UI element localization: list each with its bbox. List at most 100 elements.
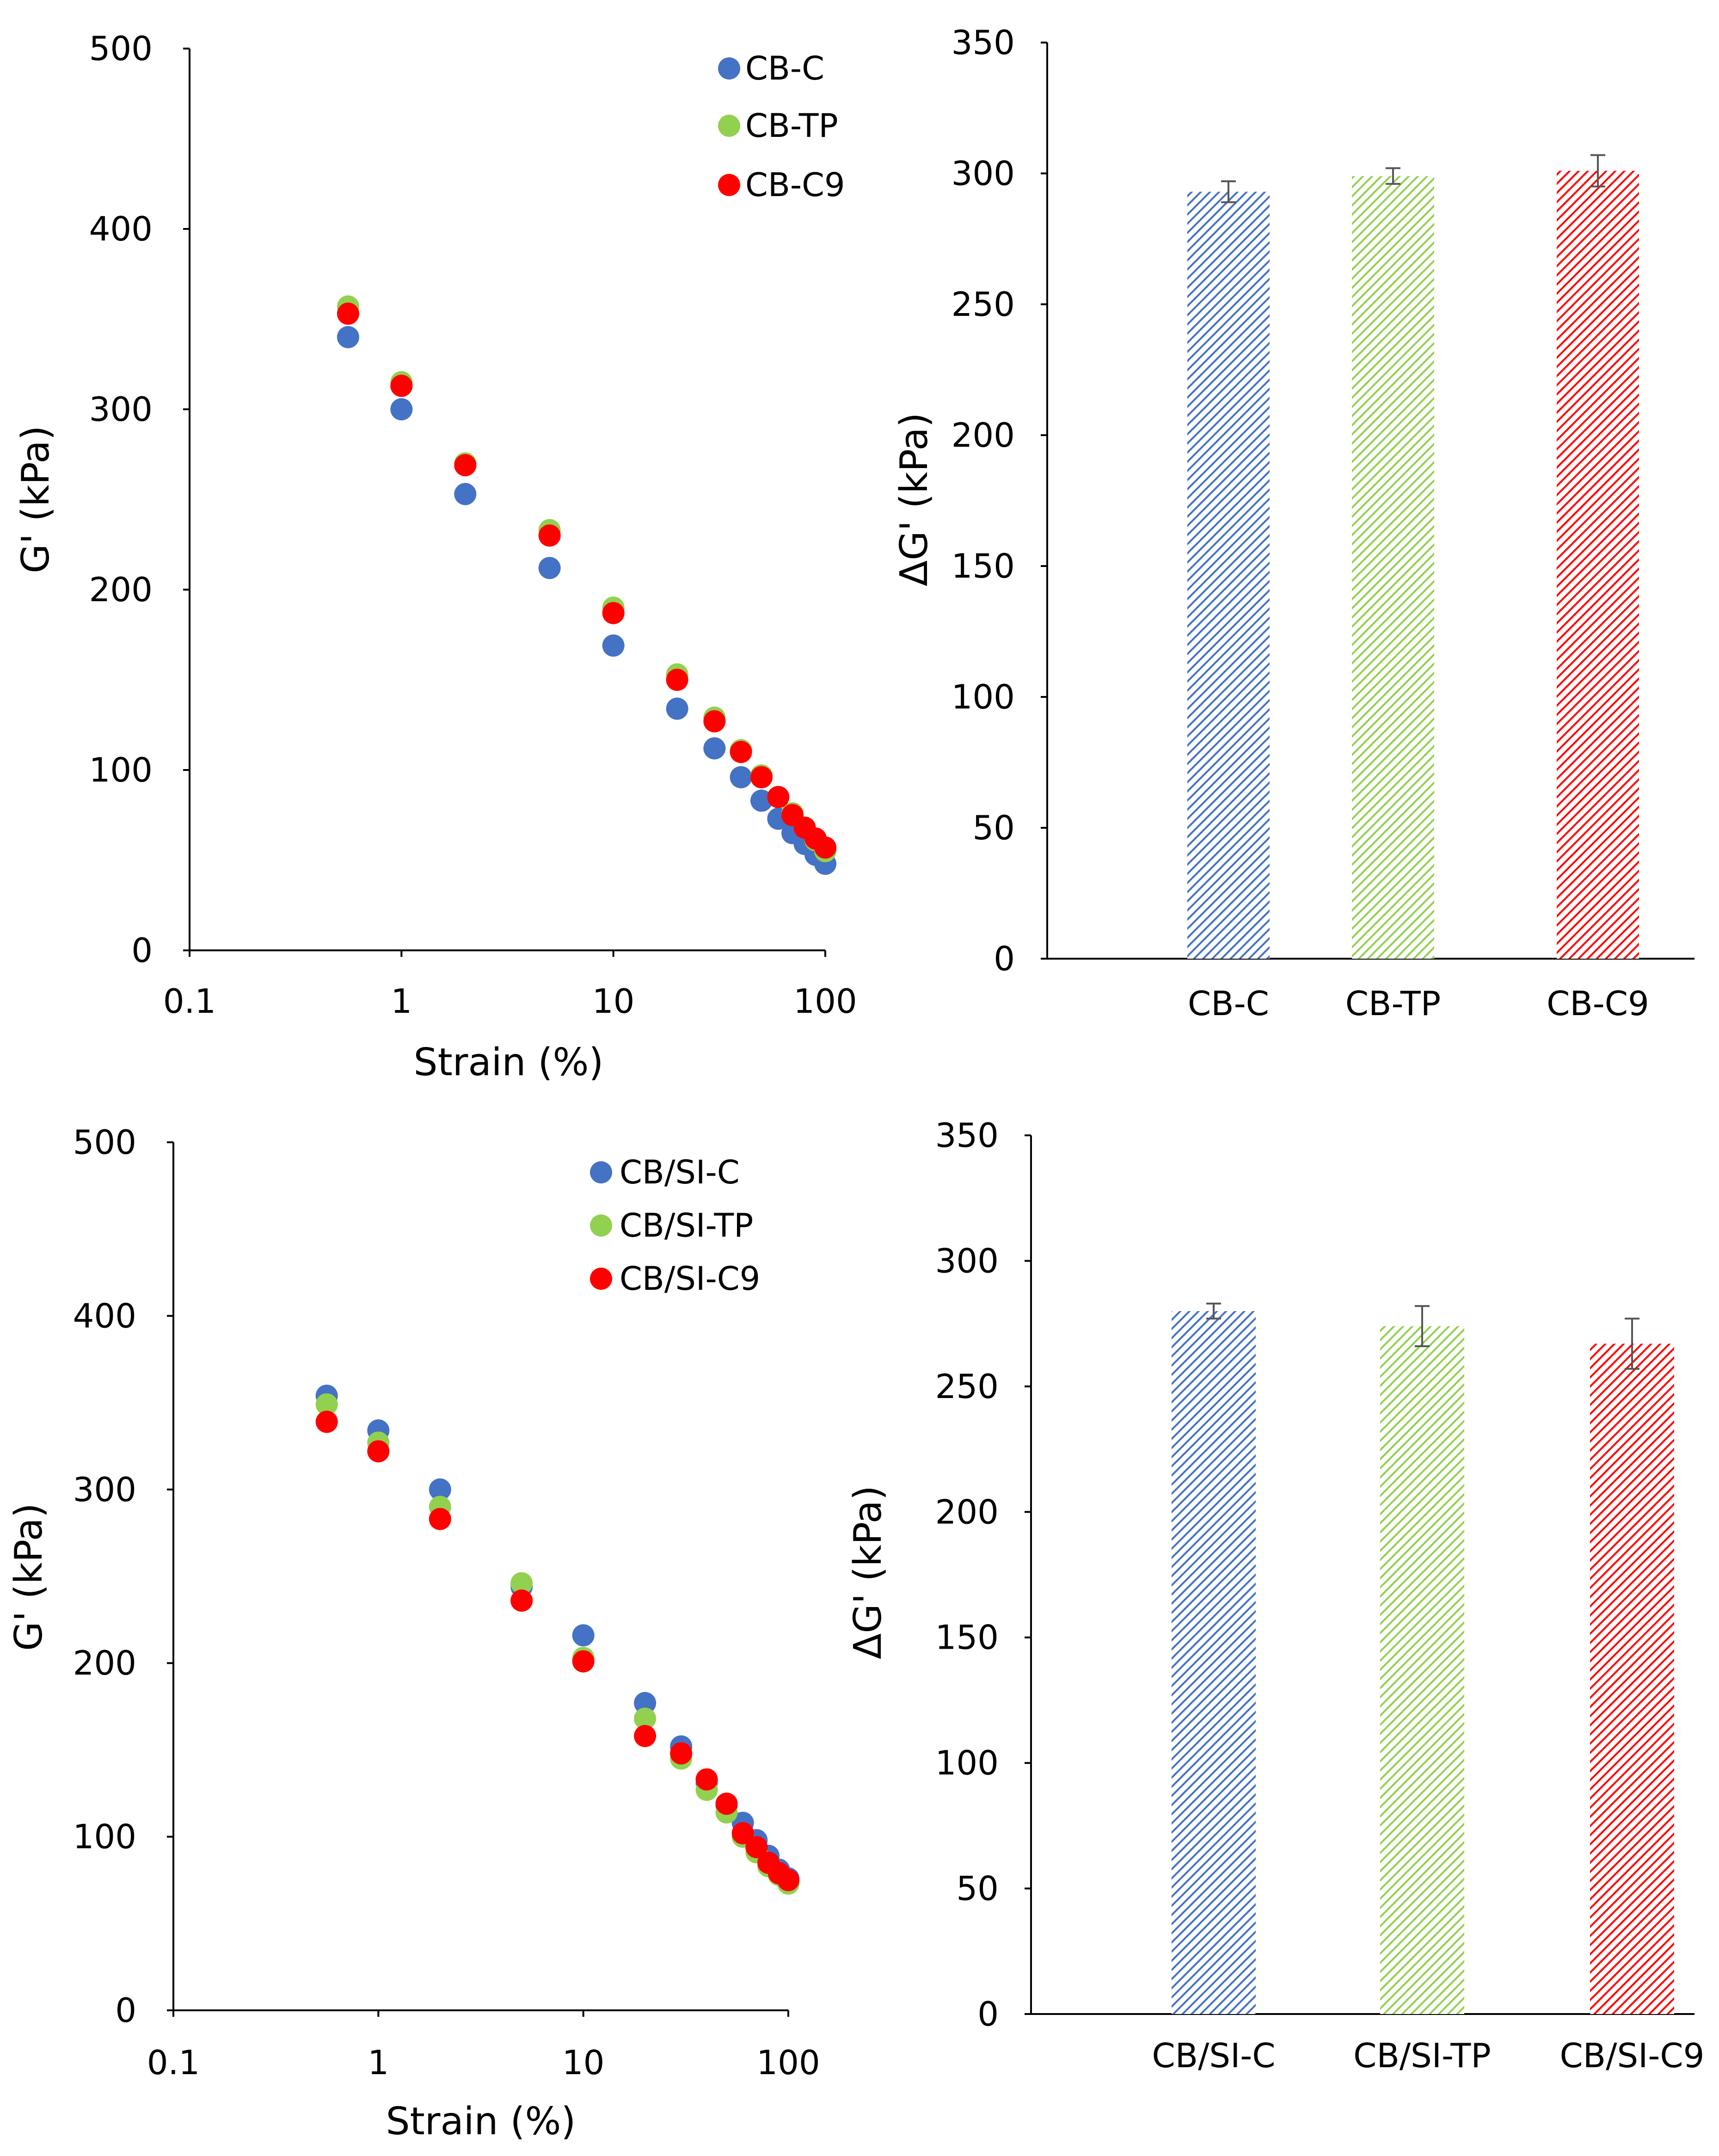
data-point-c [750, 789, 773, 812]
data-point-c [429, 1478, 451, 1501]
bar-c [1187, 191, 1270, 959]
data-point-c [602, 634, 625, 657]
data-point-c9 [390, 375, 413, 397]
scatter-panel-cb: 0 100 200 300 400 500 0.1 1 10 100 Strain (%) G' … [14, 29, 857, 1084]
data-point-c9 [777, 1869, 799, 1891]
data-point-c [390, 398, 413, 420]
y-tick-label: 250 [935, 1367, 999, 1406]
y-tick-label: 200 [935, 1492, 999, 1531]
x-tick-label: 0.1 [147, 2043, 200, 2082]
data-point-c9 [510, 1589, 533, 1612]
data-point-tp [510, 1572, 533, 1595]
data-point-c9 [730, 741, 752, 763]
category-label: CB-TP [1345, 984, 1441, 1023]
y-tick-label: 200 [89, 570, 153, 609]
legend-label: CB-TP [745, 107, 838, 145]
legend-label: CB/SI-TP [620, 1207, 753, 1244]
category-label: CB/SI-C9 [1560, 2036, 1705, 2075]
y-tick-label: 100 [89, 751, 153, 789]
y-tick-label: 0 [115, 1991, 136, 2030]
y-tick-label: 50 [972, 808, 1015, 847]
legend-marker-c [590, 1161, 612, 1183]
scatter-points [337, 295, 836, 875]
x-axis-title: Strain (%) [414, 1041, 604, 1084]
y-tick-label: 500 [73, 1123, 136, 1162]
data-point-c9 [731, 1822, 754, 1845]
bars [1187, 154, 1639, 959]
category-label: CB/SI-C [1152, 2036, 1275, 2075]
x-axis-title: Strain (%) [386, 2100, 576, 2144]
y-tick-label: 100 [952, 678, 1015, 716]
y-tick-label: 150 [935, 1618, 999, 1657]
data-point-c9 [634, 1725, 657, 1747]
x-tick-label: 1 [368, 2043, 389, 2082]
y-tick-label: 50 [956, 1869, 999, 1908]
y-tick-label: 300 [952, 154, 1015, 193]
data-point-c [454, 483, 477, 505]
legend: CB-C CB-TP CB-C9 [718, 49, 845, 204]
scatter-panel-cbsi: 0 100 200 300 400 500 0.1 1 10 100 Strain (%) G' … [7, 1123, 820, 2144]
y-tick-label: 400 [89, 209, 153, 248]
y-axis-title: G' (kPa) [7, 1503, 51, 1651]
legend-label: CB/SI-C [620, 1153, 740, 1191]
data-point-tp [315, 1393, 338, 1416]
y-tick-label: 100 [935, 1743, 999, 1782]
x-tick-label: 1 [391, 982, 412, 1021]
bar-panel-cb: 0 50 100 150 200 250 300 350 CB-C CB-TP CB-C9 ΔG' … [892, 23, 1694, 1023]
data-point-c9 [703, 710, 726, 733]
data-point-c9 [367, 1440, 390, 1463]
data-point-c [572, 1624, 595, 1647]
data-point-tp [634, 1707, 657, 1730]
data-point-c9 [695, 1768, 718, 1791]
x-tick-label: 100 [756, 2043, 820, 2082]
legend-label: CB-C [745, 49, 824, 87]
data-point-c [634, 1692, 657, 1714]
y-tick-label: 150 [952, 547, 1015, 585]
category-label: CB-C9 [1547, 984, 1649, 1023]
y-tick-label: 200 [952, 416, 1015, 455]
y-tick-label: 0 [131, 931, 153, 970]
data-point-c [703, 737, 726, 760]
x-tick-label: 100 [793, 982, 857, 1021]
data-point-c [666, 697, 688, 720]
y-tick-label: 300 [935, 1241, 999, 1280]
scatter-points [315, 1385, 799, 1895]
data-point-c9 [767, 786, 790, 808]
x-tick-label: 10 [562, 2043, 605, 2082]
data-point-c9 [602, 602, 625, 624]
legend-label: CB-C9 [745, 166, 845, 204]
data-point-c9 [715, 1793, 738, 1815]
tick-group: 0 50 100 150 200 250 300 350 CB/SI-C CB/SI-TP CB/S… [935, 1116, 1705, 2075]
x-tick-label: 0.1 [163, 982, 216, 1021]
data-point-c9 [745, 1836, 768, 1859]
y-tick-label: 350 [935, 1116, 999, 1155]
data-point-c9 [538, 524, 561, 547]
data-point-c [337, 326, 359, 348]
y-axis-title: ΔG' (kPa) [846, 1485, 890, 1659]
bar-c [1172, 1311, 1256, 2014]
data-point-c9 [337, 302, 359, 325]
bar-tp [1352, 176, 1434, 959]
category-label: CB-C [1188, 984, 1269, 1023]
y-tick-label: 300 [73, 1470, 136, 1509]
y-tick-label: 200 [73, 1644, 136, 1682]
y-tick-label: 400 [73, 1296, 136, 1335]
data-point-c9 [814, 836, 836, 859]
data-point-c9 [666, 669, 688, 691]
data-point-c9 [429, 1508, 451, 1530]
bar-c9 [1557, 171, 1639, 959]
y-axis-title: ΔG' (kPa) [892, 413, 936, 586]
y-tick-label: 0 [994, 939, 1015, 978]
category-label: CB/SI-TP [1353, 2036, 1491, 2075]
legend-marker-tp [590, 1214, 612, 1237]
data-point-c [730, 766, 752, 788]
y-tick-label: 250 [952, 285, 1015, 324]
y-tick-label: 100 [73, 1817, 136, 1856]
x-tick-label: 10 [592, 982, 635, 1021]
y-tick-label: 300 [89, 390, 153, 429]
tick-group: 0 50 100 150 200 250 300 350 CB-C CB-TP CB-C9 [952, 23, 1649, 1023]
legend-marker-c9 [590, 1268, 612, 1290]
legend-marker-tp [718, 115, 740, 137]
data-point-c9 [454, 454, 477, 476]
